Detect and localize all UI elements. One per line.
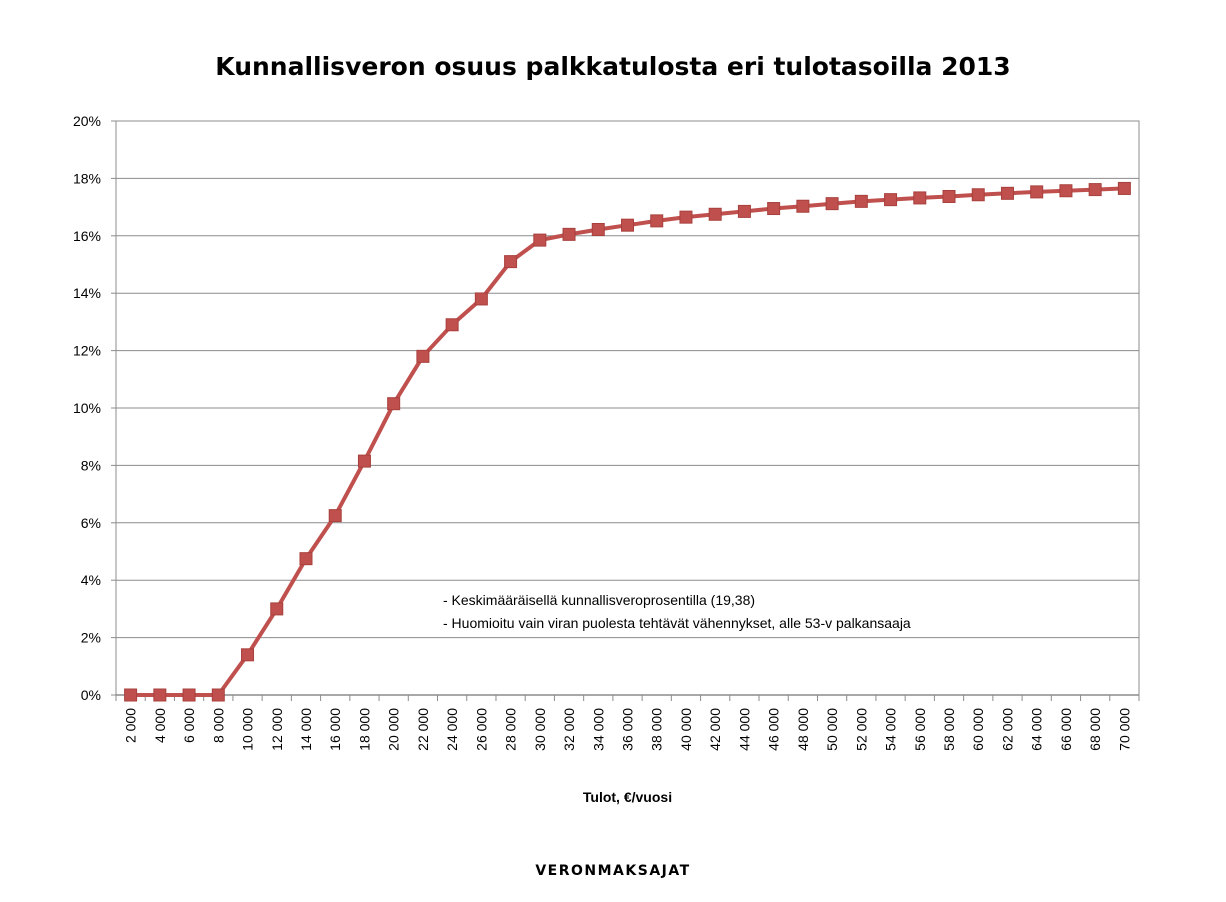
data-point <box>1030 185 1044 199</box>
x-tick-label: 8 000 <box>210 708 226 743</box>
data-point <box>1059 184 1073 198</box>
data-point <box>737 204 751 218</box>
x-tick-label: 20 000 <box>386 708 402 751</box>
data-point <box>708 207 722 221</box>
x-tick-label: 70 000 <box>1116 708 1132 751</box>
x-tick-label: 56 000 <box>912 708 928 751</box>
x-tick-label: 54 000 <box>883 708 899 751</box>
data-point <box>299 552 313 566</box>
x-tick-label: 18 000 <box>356 708 372 751</box>
y-tick-label: 18% <box>73 170 101 186</box>
y-tick-label: 14% <box>73 285 101 301</box>
x-tick-label: 46 000 <box>766 708 782 751</box>
data-point <box>591 222 605 236</box>
annotation-note: - Keskimääräisellä kunnallisveroprosenti… <box>443 592 755 608</box>
x-tick-label: 22 000 <box>415 708 431 751</box>
x-tick-label: 14 000 <box>298 708 314 751</box>
x-axis-title: Tulot, €/vuosi <box>583 789 672 805</box>
x-tick-label: 2 000 <box>123 708 139 743</box>
x-tick-label: 50 000 <box>824 708 840 751</box>
y-tick-label: 10% <box>73 400 101 416</box>
data-point <box>679 210 693 224</box>
y-tick-label: 20% <box>73 113 101 129</box>
x-tick-label: 30 000 <box>532 708 548 751</box>
x-tick-label: 28 000 <box>503 708 519 751</box>
x-tick-label: 40 000 <box>678 708 694 751</box>
data-point <box>1117 181 1131 195</box>
x-tick-label: 34 000 <box>590 708 606 751</box>
x-tick-label: 4 000 <box>152 708 168 743</box>
x-tick-label: 58 000 <box>941 708 957 751</box>
annotation-note: - Huomioitu vain viran puolesta tehtävät… <box>443 615 911 631</box>
data-point <box>1088 183 1102 197</box>
data-point <box>328 509 342 523</box>
x-tick-label: 48 000 <box>795 708 811 751</box>
brand-logo: VERONMAKSAJAT <box>535 863 691 879</box>
x-tick-label: 62 000 <box>999 708 1015 751</box>
x-tick-label: 24 000 <box>444 708 460 751</box>
y-tick-label: 12% <box>73 343 101 359</box>
data-point <box>387 397 401 411</box>
x-tick-label: 44 000 <box>736 708 752 751</box>
data-point <box>854 194 868 208</box>
x-tick-label: 42 000 <box>707 708 723 751</box>
x-tick-label: 60 000 <box>970 708 986 751</box>
y-tick-label: 2% <box>81 630 101 646</box>
data-point <box>211 688 225 702</box>
data-point <box>767 202 781 216</box>
x-tick-label: 12 000 <box>269 708 285 751</box>
data-point <box>504 255 518 269</box>
x-tick-label: 6 000 <box>181 708 197 743</box>
x-tick-label: 32 000 <box>561 708 577 751</box>
data-point <box>241 648 255 662</box>
y-tick-label: 4% <box>81 572 101 588</box>
y-tick-label: 8% <box>81 457 101 473</box>
x-tick-label: 38 000 <box>649 708 665 751</box>
data-point <box>1000 186 1014 200</box>
x-tick-label: 16 000 <box>327 708 343 751</box>
data-point <box>621 218 634 232</box>
data-point <box>153 688 167 702</box>
data-point <box>533 233 547 247</box>
x-tick-label: 36 000 <box>620 708 636 751</box>
data-point <box>650 214 664 228</box>
y-tick-label: 16% <box>73 228 101 244</box>
data-point <box>416 349 430 363</box>
data-point <box>971 188 985 202</box>
chart-title: Kunnallisveron osuus palkkatulosta eri t… <box>215 52 1011 81</box>
y-tick-label: 6% <box>81 515 101 531</box>
x-tick-label: 64 000 <box>1029 708 1045 751</box>
data-point <box>270 602 284 616</box>
x-tick-label: 52 000 <box>853 708 869 751</box>
x-tick-label: 26 000 <box>473 708 489 751</box>
data-point <box>357 454 371 468</box>
x-tick-label: 68 000 <box>1087 708 1103 751</box>
data-point <box>913 191 927 205</box>
data-point <box>124 688 138 702</box>
data-point <box>942 189 956 203</box>
data-point <box>182 688 196 702</box>
data-point <box>445 318 459 332</box>
y-tick-label: 0% <box>81 687 101 703</box>
data-point <box>825 197 839 211</box>
data-point <box>562 227 576 241</box>
data-point <box>796 199 810 213</box>
data-point <box>884 193 898 207</box>
x-tick-label: 66 000 <box>1058 708 1074 751</box>
x-tick-label: 10 000 <box>240 708 256 751</box>
data-point <box>474 292 488 306</box>
